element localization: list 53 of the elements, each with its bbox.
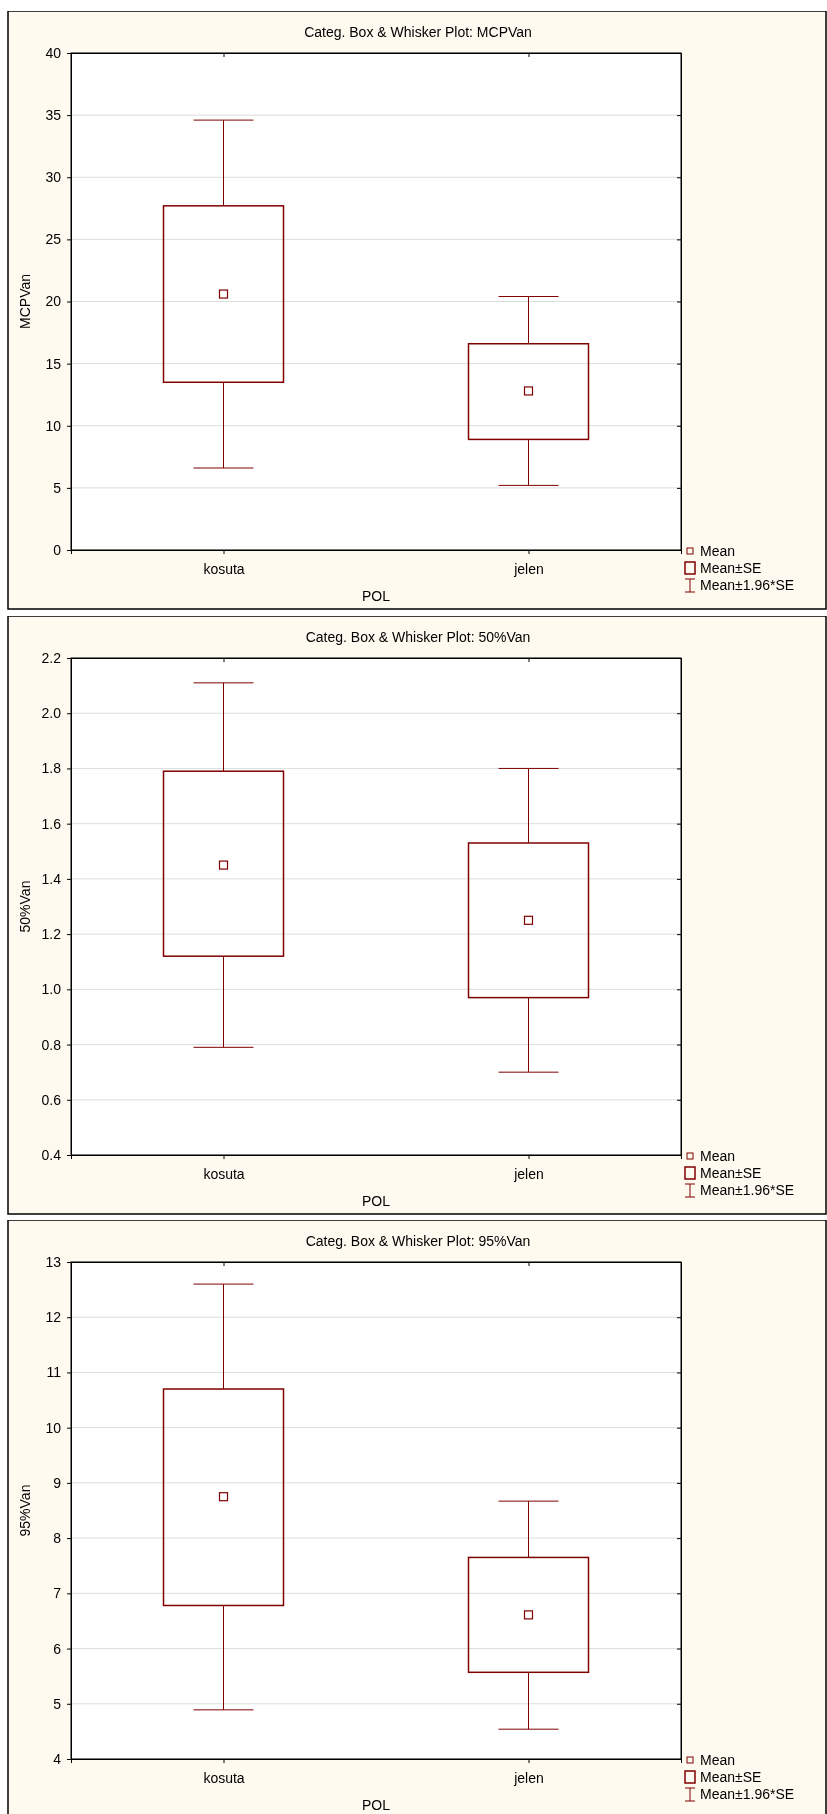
y-tick-label: 30 (45, 169, 62, 186)
y-tick-label: 35 (45, 107, 62, 124)
text: Mean (700, 543, 736, 559)
text: Mean±1.96*SE (700, 1786, 795, 1802)
y-axis-title: 50%Van (17, 880, 33, 933)
y-tick-label: 8 (53, 1530, 62, 1547)
y-tick-label: 1.6 (41, 815, 62, 832)
x-tick-label: jelen (513, 1769, 544, 1786)
y-tick-label: 5 (53, 479, 62, 496)
y-tick-label: 4 (53, 1750, 62, 1767)
y-tick-label: 0.4 (41, 1146, 62, 1163)
text: Mean (700, 1148, 736, 1164)
y-tick-label: 1.4 (41, 870, 62, 887)
y-axis-title: MCPVan (17, 274, 33, 329)
text: Mean±SE (700, 560, 762, 576)
y-tick-label: 7 (53, 1585, 62, 1602)
y-tick-label: 13 (45, 1253, 62, 1270)
y-tick-label: 1.0 (41, 981, 62, 998)
chart-title: Categ. Box & Whisker Plot: 95%Van (305, 1233, 531, 1249)
text: Mean±SE (700, 1769, 762, 1785)
x-tick-label: kosuta (203, 1769, 245, 1786)
y-tick-label: 40 (45, 44, 62, 61)
x-tick-label: kosuta (203, 560, 245, 577)
y-axis-title: 95%Van (17, 1484, 33, 1537)
y-tick-label: 25 (45, 231, 62, 248)
x-axis-title: POL (361, 1193, 391, 1209)
text: Mean (700, 1752, 736, 1768)
y-tick-label: 6 (53, 1640, 62, 1657)
chart-title: Categ. Box & Whisker Plot: MCPVan (304, 24, 532, 40)
y-tick-label: 1.2 (41, 926, 62, 943)
y-tick-label: 0.8 (41, 1036, 62, 1053)
x-tick-label: jelen (513, 1165, 544, 1182)
y-tick-label: 15 (45, 355, 62, 372)
y-tick-label: 20 (45, 293, 62, 310)
y-tick-label: 2.2 (41, 649, 62, 666)
y-tick-label: 2.0 (41, 705, 62, 722)
y-tick-label: 11 (46, 1364, 62, 1381)
x-tick-label: kosuta (203, 1165, 245, 1182)
y-tick-label: 9 (53, 1474, 62, 1491)
text: Mean±1.96*SE (700, 577, 795, 593)
y-tick-label: 10 (45, 1419, 62, 1436)
y-tick-label: 1.8 (41, 760, 62, 777)
chart-title: Categ. Box & Whisker Plot: 50%Van (305, 629, 531, 645)
y-tick-label: 10 (45, 417, 62, 434)
x-axis-title: POL (361, 588, 391, 604)
y-tick-label: 12 (45, 1309, 62, 1326)
x-tick-label: jelen (513, 560, 544, 577)
y-tick-label: 5 (53, 1695, 62, 1712)
y-tick-label: 0 (53, 541, 62, 558)
text: Mean±1.96*SE (700, 1182, 795, 1198)
x-axis-title: POL (361, 1797, 391, 1813)
y-tick-label: 0.6 (41, 1091, 62, 1108)
text: Mean±SE (700, 1165, 762, 1181)
